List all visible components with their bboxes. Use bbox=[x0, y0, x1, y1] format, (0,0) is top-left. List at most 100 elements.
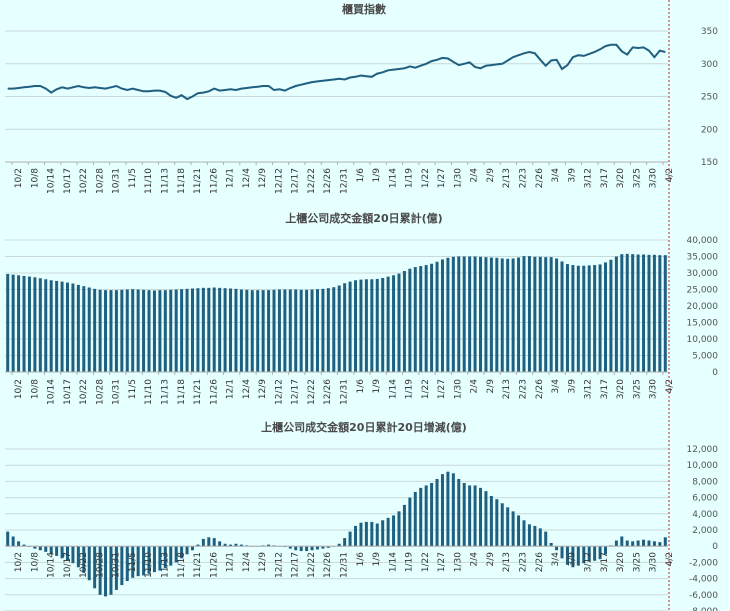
bar bbox=[44, 279, 48, 372]
x-tick-label: 10/2 bbox=[14, 552, 24, 572]
bar bbox=[229, 544, 233, 547]
bar bbox=[218, 541, 222, 547]
bar bbox=[522, 256, 526, 372]
bar bbox=[375, 278, 379, 372]
bar bbox=[440, 259, 444, 372]
bar bbox=[402, 504, 406, 547]
bar bbox=[71, 283, 75, 372]
bar bbox=[348, 281, 352, 372]
x-tick-label: 12/9 bbox=[258, 379, 268, 399]
bar bbox=[326, 288, 330, 372]
bar bbox=[565, 546, 569, 565]
bar bbox=[348, 531, 352, 547]
bar bbox=[402, 271, 406, 372]
bar bbox=[169, 546, 173, 566]
x-tick-label: 2/13 bbox=[502, 552, 512, 572]
bar bbox=[413, 267, 417, 372]
bar bbox=[500, 258, 504, 372]
bar bbox=[66, 546, 69, 561]
x-tick-label: 11/26 bbox=[209, 168, 219, 194]
bar bbox=[555, 258, 559, 372]
x-tick-label: 3/4 bbox=[551, 168, 561, 183]
bar bbox=[299, 546, 303, 552]
bar bbox=[511, 511, 515, 547]
bar bbox=[375, 523, 379, 547]
bar bbox=[598, 264, 602, 372]
bar bbox=[223, 288, 227, 372]
bar bbox=[38, 546, 42, 551]
bar bbox=[11, 274, 15, 372]
x-tick-label: 11/10 bbox=[144, 552, 154, 578]
bar bbox=[609, 259, 613, 372]
x-tick-label: 11/13 bbox=[161, 168, 171, 194]
x-tick-label: 3/12 bbox=[584, 379, 594, 399]
x-tick-label: 10/22 bbox=[79, 552, 89, 578]
x-tick-label: 3/9 bbox=[567, 379, 577, 394]
bar bbox=[598, 546, 602, 560]
x-tick-label: 2/23 bbox=[519, 552, 529, 572]
bar bbox=[174, 289, 178, 372]
bar bbox=[93, 288, 97, 372]
bar bbox=[468, 485, 472, 547]
bar bbox=[576, 546, 580, 566]
bar bbox=[55, 546, 59, 556]
bar bbox=[152, 546, 156, 573]
bar bbox=[500, 503, 504, 547]
bar bbox=[473, 485, 477, 547]
bar bbox=[201, 287, 205, 372]
x-tick-label: 3/4 bbox=[551, 379, 561, 394]
x-tick-label: 4/2 bbox=[665, 379, 675, 393]
x-tick-label: 12/31 bbox=[340, 168, 350, 194]
bar bbox=[527, 256, 531, 372]
bar bbox=[381, 277, 385, 372]
bar bbox=[120, 289, 124, 372]
x-tick-label: 12/4 bbox=[242, 552, 252, 572]
bar bbox=[163, 290, 167, 372]
bar bbox=[446, 471, 450, 547]
bar bbox=[495, 257, 499, 372]
bar bbox=[11, 536, 15, 547]
y-tick-label: 35,000 bbox=[687, 253, 719, 263]
bar bbox=[120, 546, 124, 586]
x-tick-label: 12/1 bbox=[226, 379, 236, 399]
bar bbox=[142, 289, 146, 372]
bar bbox=[652, 254, 656, 372]
bar bbox=[82, 286, 86, 372]
bar bbox=[636, 540, 640, 547]
x-tick-label: 12/22 bbox=[307, 552, 317, 578]
bar bbox=[288, 546, 292, 549]
bar bbox=[207, 537, 211, 547]
bar bbox=[87, 546, 91, 581]
x-tick-label: 1/22 bbox=[421, 168, 431, 188]
bar bbox=[560, 546, 564, 559]
x-tick-label: 11/26 bbox=[209, 379, 219, 405]
x-tick-label: 10/31 bbox=[112, 552, 122, 578]
bar bbox=[272, 289, 276, 372]
chart-title-cumulative-turnover: 上櫃公司成交金額20日累計(億) bbox=[285, 211, 442, 225]
bar bbox=[147, 546, 151, 574]
bar bbox=[218, 287, 222, 372]
bar bbox=[152, 290, 156, 372]
bar bbox=[190, 288, 194, 372]
x-tick-label: 11/10 bbox=[144, 168, 154, 194]
x-tick-label: 3/30 bbox=[649, 552, 659, 572]
bar bbox=[571, 265, 575, 372]
bar bbox=[408, 268, 412, 372]
x-tick-label: 3/25 bbox=[632, 379, 642, 399]
x-tick-label: 12/9 bbox=[258, 552, 268, 572]
x-tick-label: 12/1 bbox=[226, 168, 236, 188]
x-tick-label: 11/10 bbox=[144, 379, 154, 405]
x-tick-label: 3/25 bbox=[632, 168, 642, 188]
x-tick-label: 2/4 bbox=[470, 168, 480, 183]
bar bbox=[457, 478, 461, 547]
bar bbox=[299, 289, 303, 372]
bar bbox=[392, 275, 396, 372]
bar bbox=[196, 288, 200, 372]
bar bbox=[147, 290, 151, 372]
bar bbox=[658, 255, 662, 372]
bar bbox=[294, 289, 298, 372]
bar bbox=[424, 485, 428, 547]
bar bbox=[49, 546, 53, 554]
y-tick-label: 0 bbox=[712, 368, 718, 378]
bar bbox=[642, 254, 646, 372]
